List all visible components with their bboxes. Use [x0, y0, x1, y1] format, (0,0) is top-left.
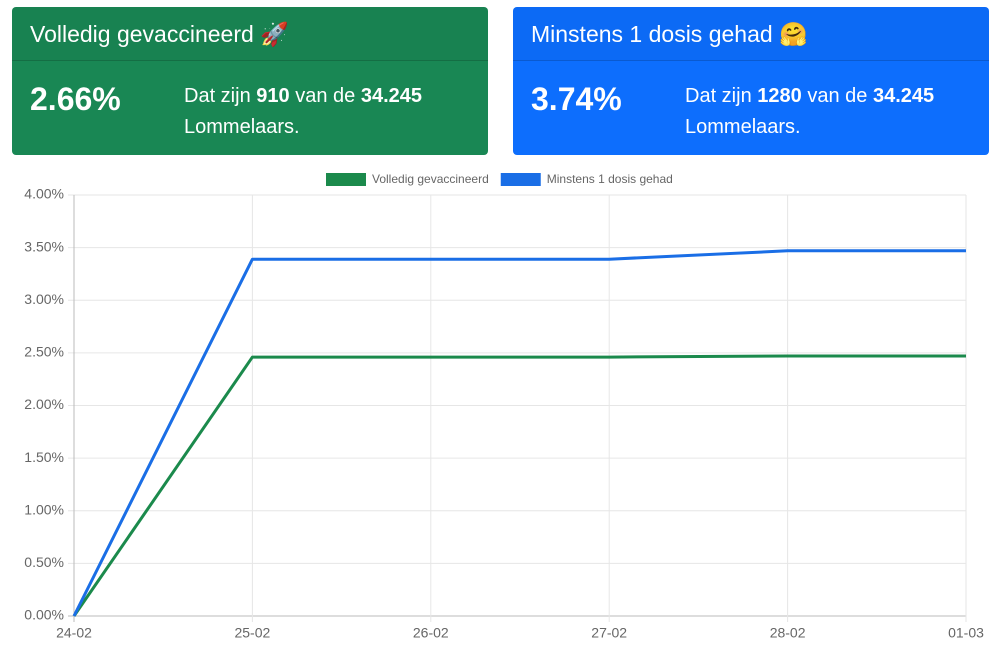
text: van de	[807, 85, 868, 107]
text: Lommelaars.	[685, 116, 801, 138]
y-tick-label: 0.00%	[24, 607, 64, 623]
total: 34.245	[872, 85, 935, 107]
legend-label: Minstens 1 dosis gehad	[547, 172, 673, 186]
count: 1280	[757, 85, 802, 107]
x-tick-label: 27-02	[591, 625, 627, 641]
legend-label: Volledig gevaccineerd	[372, 172, 489, 186]
text: Lommelaars.	[184, 116, 300, 138]
text: van de	[295, 85, 356, 107]
legend-swatch	[500, 173, 541, 186]
x-tick-label: 26-02	[413, 625, 449, 641]
y-tick-label: 2.00%	[24, 396, 64, 412]
line-series	[72, 354, 966, 617]
card: Minstens 1 dosis gehad 🤗 3.74% Dat zijn …	[513, 7, 989, 155]
card-body: 3.74% Dat zijn 1280 van de 34.245 Lommel…	[513, 61, 989, 155]
y-tick-label: 2.50%	[24, 344, 64, 360]
y-tick-label: 0.50%	[24, 554, 64, 570]
card-body: 2.66% Dat zijn 910 van de 34.245 Lommela…	[12, 61, 488, 155]
card-title: Volledig gevaccineerd 🚀	[12, 7, 488, 61]
total: 34.245	[360, 85, 422, 107]
y-tick-label: 3.00%	[24, 291, 64, 307]
y-tick-label: 1.50%	[24, 449, 64, 465]
line-series	[72, 249, 966, 617]
y-tick-label: 3.50%	[24, 238, 64, 254]
card: Volledig gevaccineerd 🚀 2.66% Dat zijn 9…	[12, 7, 488, 155]
x-tick-label: 25-02	[234, 625, 270, 641]
card-percent: 3.74%	[531, 81, 622, 117]
chart: 0.00% 0.50% 1.00% 1.50% 2.00% 2.50% 3.00% 3.50%…	[24, 172, 984, 641]
card-title: Minstens 1 dosis gehad 🤗	[513, 7, 989, 61]
y-tick-label: 4.00%	[24, 186, 64, 202]
card-text: Dat zijn 1280 van de 34.245 Lommelaars.	[685, 81, 975, 143]
y-tick-label: 1.00%	[24, 501, 64, 517]
x-tick-label: 28-02	[770, 625, 806, 641]
x-tick-label: 24-02	[56, 625, 92, 641]
text: Dat zijn	[685, 85, 752, 107]
card-percent: 2.66%	[30, 81, 121, 117]
text: Dat zijn	[184, 85, 251, 107]
count: 910	[256, 85, 290, 107]
card-text: Dat zijn 910 van de 34.245 Lommelaars.	[184, 81, 474, 143]
legend-swatch	[326, 173, 366, 186]
x-tick-label: 01-03	[948, 625, 984, 641]
